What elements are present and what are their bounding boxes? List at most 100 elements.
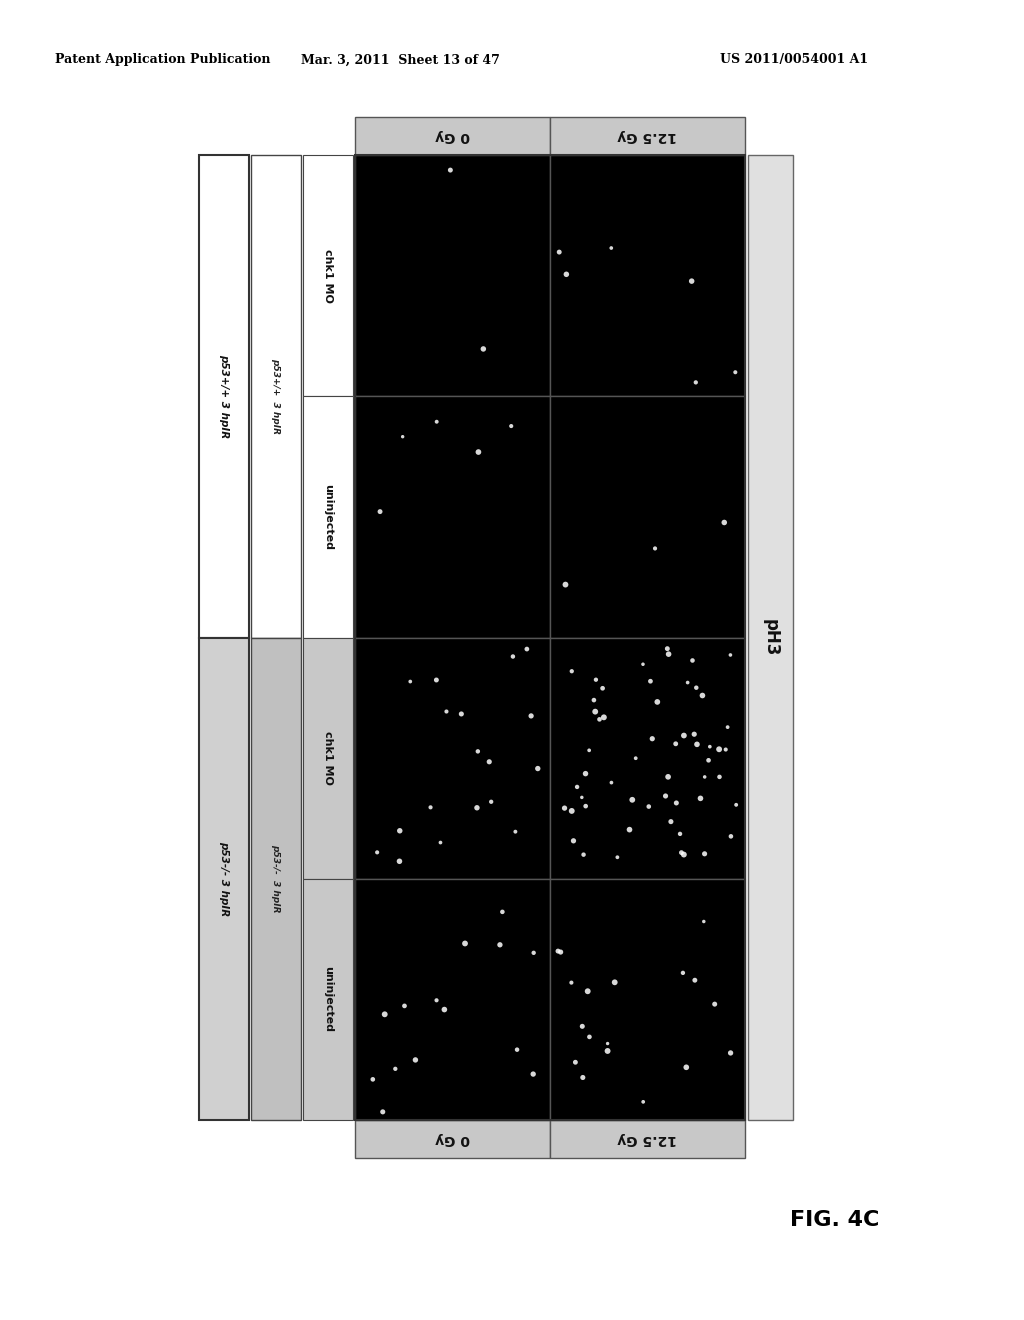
Point bbox=[720, 717, 736, 738]
Point bbox=[574, 1016, 591, 1038]
Bar bbox=[303, 879, 353, 1119]
Text: pH3: pH3 bbox=[762, 619, 779, 656]
Point bbox=[728, 795, 744, 816]
Point bbox=[723, 826, 739, 847]
Point bbox=[428, 990, 444, 1011]
Point bbox=[689, 734, 706, 755]
Point bbox=[574, 1067, 591, 1088]
Bar bbox=[251, 154, 301, 638]
Point bbox=[657, 785, 674, 807]
Point bbox=[563, 661, 580, 682]
Point bbox=[369, 842, 385, 863]
Bar bbox=[355, 117, 550, 154]
Point bbox=[481, 751, 498, 772]
Point bbox=[563, 972, 580, 993]
Point bbox=[428, 411, 444, 432]
Point bbox=[396, 995, 413, 1016]
Point bbox=[557, 574, 573, 595]
Point bbox=[594, 677, 610, 698]
Point bbox=[635, 1092, 651, 1113]
Point bbox=[603, 772, 620, 793]
Point bbox=[676, 843, 692, 865]
Bar bbox=[303, 154, 353, 396]
Point bbox=[483, 791, 500, 812]
Point bbox=[718, 739, 734, 760]
Point bbox=[678, 1057, 694, 1078]
Text: p53-/- 3 hpIR: p53-/- 3 hpIR bbox=[219, 841, 229, 916]
Point bbox=[688, 677, 705, 698]
Point bbox=[649, 692, 666, 713]
Bar bbox=[303, 396, 353, 638]
Bar bbox=[748, 154, 793, 1119]
Point bbox=[659, 767, 676, 788]
Point bbox=[422, 797, 438, 818]
Point bbox=[454, 704, 470, 725]
Text: chk1 MO: chk1 MO bbox=[323, 248, 333, 302]
Point bbox=[712, 767, 728, 788]
Text: p53+/+ 3 hpIR: p53+/+ 3 hpIR bbox=[219, 354, 229, 438]
Point bbox=[586, 689, 602, 710]
Bar bbox=[550, 1119, 745, 1158]
Text: 12.5 Gy: 12.5 Gy bbox=[617, 1133, 677, 1146]
Text: 0 Gy: 0 Gy bbox=[435, 1133, 470, 1146]
Point bbox=[668, 792, 684, 813]
Point bbox=[567, 1052, 584, 1073]
Point bbox=[505, 645, 521, 667]
Point bbox=[377, 1003, 393, 1024]
Point bbox=[727, 362, 743, 383]
Point bbox=[642, 671, 658, 692]
Point bbox=[596, 706, 612, 727]
Point bbox=[587, 701, 603, 722]
Text: Mar. 3, 2011  Sheet 13 of 47: Mar. 3, 2011 Sheet 13 of 47 bbox=[301, 54, 500, 66]
Bar bbox=[550, 879, 745, 1119]
Point bbox=[469, 797, 485, 818]
Point bbox=[686, 723, 702, 744]
Point bbox=[428, 669, 444, 690]
Point bbox=[578, 763, 594, 784]
Point bbox=[529, 758, 546, 779]
Bar bbox=[251, 638, 301, 1119]
Bar bbox=[355, 638, 550, 879]
Point bbox=[673, 842, 689, 863]
Point bbox=[495, 902, 511, 923]
Text: chk1 MO: chk1 MO bbox=[323, 731, 333, 785]
Point bbox=[503, 416, 519, 437]
Bar bbox=[303, 638, 353, 879]
Point bbox=[556, 797, 572, 818]
Point bbox=[687, 970, 703, 991]
Point bbox=[563, 800, 580, 821]
Bar bbox=[355, 1119, 550, 1158]
Point bbox=[525, 942, 542, 964]
Point bbox=[624, 789, 640, 810]
Point bbox=[672, 824, 688, 845]
Point bbox=[606, 972, 623, 993]
Point bbox=[659, 638, 676, 659]
Point bbox=[553, 941, 569, 962]
Point bbox=[523, 705, 540, 726]
Point bbox=[580, 981, 596, 1002]
Text: FIG. 4C: FIG. 4C bbox=[790, 1210, 880, 1230]
Point bbox=[569, 776, 586, 797]
Point bbox=[475, 338, 492, 359]
Text: p53+/+  3 hpIR: p53+/+ 3 hpIR bbox=[271, 358, 281, 434]
Point bbox=[716, 512, 732, 533]
Point bbox=[408, 1049, 424, 1071]
Point bbox=[575, 843, 592, 865]
Point bbox=[707, 994, 723, 1015]
Point bbox=[573, 787, 590, 808]
Point bbox=[711, 739, 727, 760]
Bar bbox=[550, 117, 745, 154]
Point bbox=[599, 1040, 615, 1061]
Point bbox=[507, 821, 523, 842]
Point bbox=[599, 1034, 615, 1055]
Point bbox=[696, 843, 713, 865]
Point bbox=[519, 639, 536, 660]
Point bbox=[509, 1039, 525, 1060]
Point bbox=[457, 933, 473, 954]
Point bbox=[588, 669, 604, 690]
Point bbox=[525, 1064, 542, 1085]
Text: 0 Gy: 0 Gy bbox=[435, 129, 470, 143]
Point bbox=[663, 810, 679, 832]
Point bbox=[581, 739, 597, 760]
Point bbox=[582, 1027, 598, 1048]
